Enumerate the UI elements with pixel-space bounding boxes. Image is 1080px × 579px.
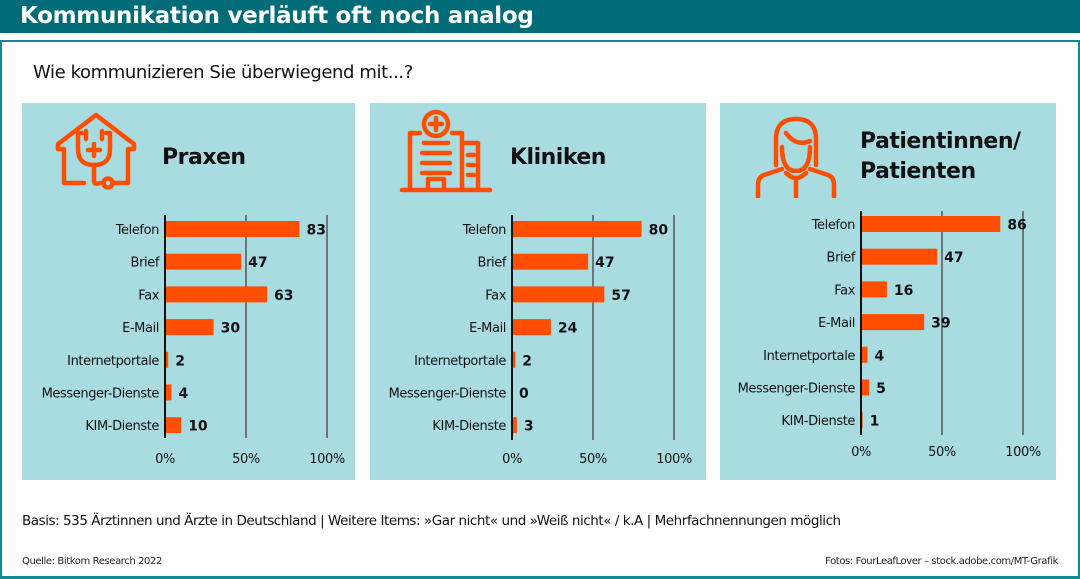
category-label: Internetportale [414,354,506,369]
value-label: 2 [175,353,185,369]
bar-chart-kliniken: Telefon 80 Brief 47 Fax 57 E-Mail 24 Internetpor… [389,215,692,467]
bar-chart-praxen: Telefon 83 Brief 47 Fax 63 E-Mail 30 Internetpor… [42,215,345,467]
value-label: 5 [876,381,886,397]
panel-praxen: Praxen Telefon 83 Brief 47 Fax 63 E-Mail 30 Inte… [22,103,355,480]
value-label: 47 [248,255,267,271]
tick-label: 0% [155,452,175,467]
value-label: 86 [1007,218,1026,234]
bar [165,253,242,270]
category-label: Brief [478,256,507,271]
bar [512,351,516,368]
category-label: E-Mail [818,316,855,331]
bar [861,281,887,298]
category-label: KIM-Dienste [781,414,855,429]
hospital-building-icon [399,109,493,193]
category-label: Fax [138,288,159,303]
bar [861,248,938,265]
value-label: 4 [178,386,188,402]
panel-title: Praxen [162,143,246,173]
panel-title-line1: Patientinnen/ [860,129,1021,154]
panel-title-line1: Praxen [162,145,246,170]
value-label: 0 [519,386,529,402]
value-label: 47 [944,250,963,266]
value-label: 57 [611,288,630,304]
category-label: E-Mail [469,321,506,336]
category-label: Brief [827,251,856,266]
panel-title: Kliniken [510,143,606,173]
bar [165,384,172,401]
page-title: Kommunikation verläuft oft noch analog [20,3,534,29]
category-label: E-Mail [122,321,159,336]
tick-label: 100% [1005,445,1041,460]
bar [165,221,300,237]
category-label: KIM-Dienste [85,419,159,434]
bar [861,379,870,396]
value-label: 80 [649,223,669,239]
tick-label: 50% [232,452,260,467]
value-label: 4 [874,348,884,364]
bar [861,314,925,331]
category-label: Brief [131,256,160,271]
panel-title-line2: Patienten [860,159,976,184]
question-text: Wie kommunizieren Sie überwiegend mit...… [33,62,413,83]
bar [512,286,605,303]
panel-kliniken: Kliniken Telefon 80 Brief 47 Fax 57 E-Mail 24 In… [370,103,706,480]
category-label: Messenger-Dienste [42,387,160,402]
value-label: 3 [524,419,534,435]
bar [165,351,169,368]
bar [512,221,642,237]
bar-chart-patienten: Telefon 86 Brief 47 Fax 16 E-Mail 39 Internetpor… [738,211,1041,460]
value-label: 24 [558,321,578,337]
category-label: KIM-Dienste [432,419,506,434]
value-label: 2 [522,353,532,369]
bar [165,417,182,434]
value-label: 39 [931,316,950,332]
bar [165,286,268,303]
bar [512,253,589,270]
category-label: Fax [485,288,506,303]
category-label: Messenger-Dienste [738,382,856,397]
category-label: Telefon [115,223,159,238]
category-label: Messenger-Dienste [389,387,507,402]
tick-label: 50% [928,445,956,460]
value-label: 16 [894,283,913,299]
basis-note: Basis: 535 Ärztinnen und Ärzte in Deutsc… [22,513,841,529]
value-label: 30 [221,321,241,337]
panel-patienten: Patientinnen/ Patienten Telefon 86 Brief 47… [720,103,1056,480]
house-stethoscope-icon [55,112,137,190]
panel-title: Patientinnen/ Patienten [860,127,1021,187]
category-label: Fax [834,283,855,298]
value-label: 1 [870,414,880,430]
header-bar: Kommunikation verläuft oft noch analog [0,0,1080,33]
tick-label: 0% [851,445,871,460]
bar [512,319,551,336]
tick-label: 0% [502,452,522,467]
tick-label: 100% [656,452,692,467]
category-label: Telefon [462,223,506,238]
panel-title-line1: Kliniken [510,145,606,170]
photo-credit: Fotos: FourLeafLover – stock.adobe.com/M… [825,556,1058,567]
value-label: 10 [188,419,208,435]
value-label: 47 [595,255,614,271]
value-label: 83 [306,223,325,239]
value-label: 63 [274,288,293,304]
bar [861,216,1001,232]
category-label: Internetportale [763,349,855,364]
bar [861,346,868,363]
category-label: Telefon [811,218,855,233]
tick-label: 100% [309,452,345,467]
tick-label: 50% [579,452,607,467]
person-icon [755,116,837,198]
content-frame [0,40,1080,579]
bar [165,319,214,336]
source-note: Quelle: Bitkom Research 2022 [22,556,162,567]
category-label: Internetportale [67,354,159,369]
bar [512,417,517,434]
